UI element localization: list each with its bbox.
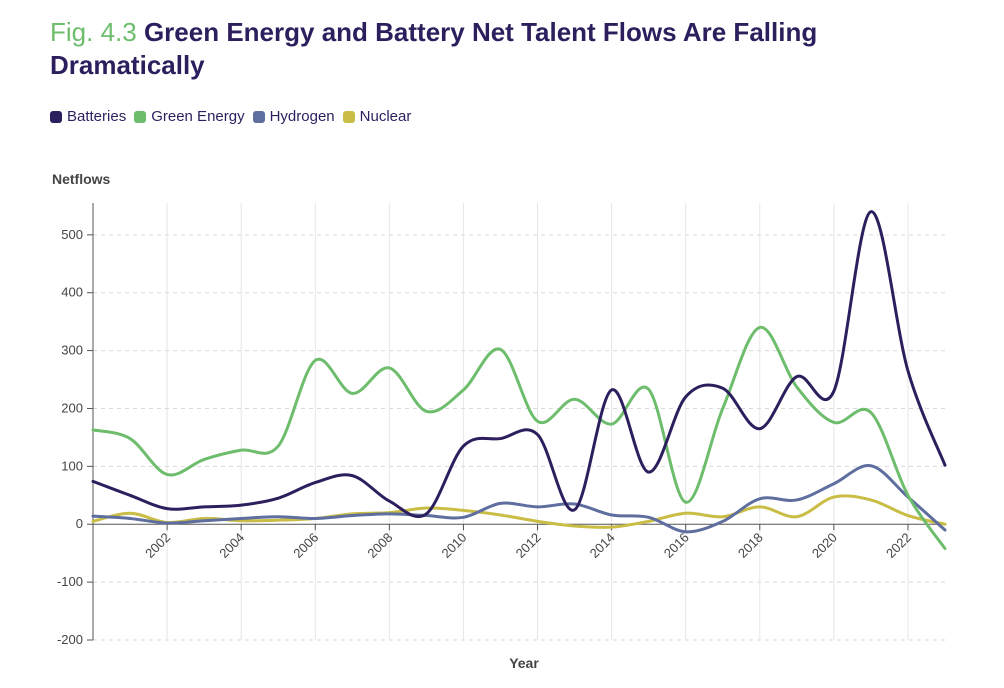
chart-title: Fig. 4.3 Green Energy and Battery Net Ta… <box>50 16 950 82</box>
y-tick-label: 200 <box>61 400 83 415</box>
x-tick-label: 2016 <box>661 530 692 561</box>
x-tick-label: 2004 <box>216 530 247 561</box>
y-tick-label: 400 <box>61 285 83 300</box>
legend: Batteries Green Energy Hydrogen Nuclear <box>50 108 419 125</box>
legend-item-hydrogen[interactable]: Hydrogen <box>252 108 335 125</box>
legend-label-batteries: Batteries <box>67 108 127 125</box>
title-text: Green Energy and Battery Net Talent Flow… <box>50 17 818 80</box>
x-tick-label: 2014 <box>587 530 618 561</box>
x-tick-label: 2018 <box>735 530 766 561</box>
x-tick-label: 2012 <box>513 530 544 561</box>
legend-label-green-energy: Green Energy <box>151 108 245 125</box>
x-tick-label: 2022 <box>883 530 914 561</box>
legend-swatch-nuclear <box>342 110 355 123</box>
x-tick-label: 2010 <box>438 530 469 561</box>
x-tick-label: 2006 <box>290 530 321 561</box>
legend-swatch-batteries <box>50 110 62 123</box>
y-tick-label: 300 <box>61 343 83 358</box>
x-axis-title: Year <box>509 655 539 671</box>
figure-label: Fig. 4.3 <box>50 17 137 47</box>
legend-label-hydrogen: Hydrogen <box>269 108 335 125</box>
legend-swatch-green-energy <box>134 110 147 123</box>
legend-label-nuclear: Nuclear <box>359 108 412 125</box>
y-tick-label: -200 <box>57 632 83 647</box>
series-line-hydrogen <box>91 464 947 534</box>
series-line-green-energy <box>91 325 947 551</box>
x-tick-label: 2020 <box>809 530 840 561</box>
legend-item-green-energy[interactable]: Green Energy <box>134 108 245 125</box>
legend-item-batteries[interactable]: Batteries <box>50 108 126 125</box>
legend-swatch-hydrogen <box>252 110 265 123</box>
y-tick-label: 100 <box>61 458 83 473</box>
x-tick-label: 2008 <box>364 530 395 561</box>
y-tick-label: -100 <box>57 574 83 589</box>
series-line-nuclear <box>91 494 947 529</box>
x-tick-label: 2002 <box>142 530 173 561</box>
y-tick-label: 0 <box>76 516 83 531</box>
series-line-batteries <box>91 210 947 519</box>
legend-item-nuclear[interactable]: Nuclear <box>342 108 412 125</box>
y-tick-label: 500 <box>61 227 83 242</box>
y-axis-title: Netflows <box>52 171 111 187</box>
